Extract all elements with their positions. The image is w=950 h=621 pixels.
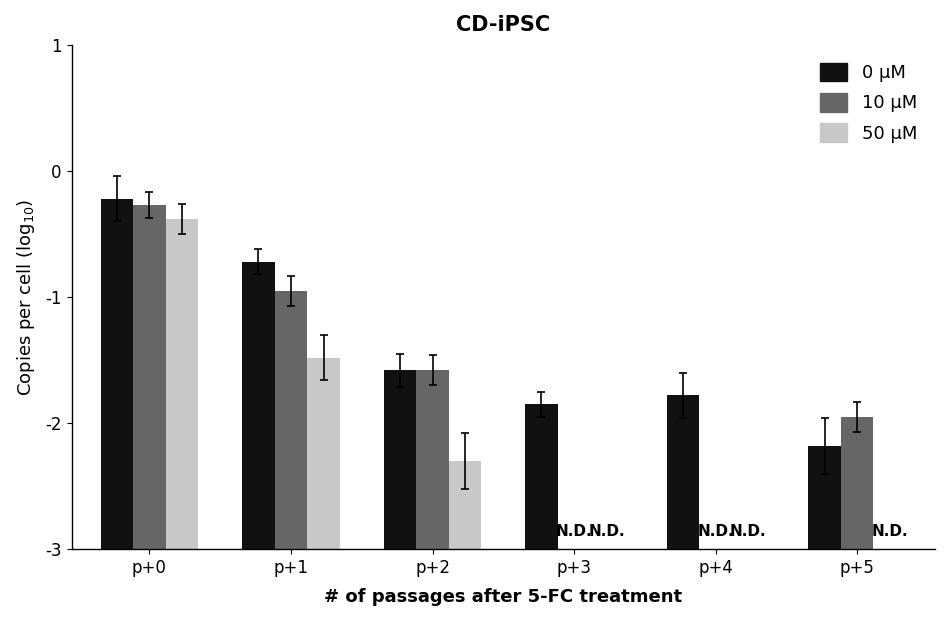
Bar xyxy=(841,417,873,549)
Text: N.D.: N.D. xyxy=(697,524,734,539)
Bar xyxy=(667,396,699,549)
Title: CD-iPSC: CD-iPSC xyxy=(456,15,550,35)
Y-axis label: Copies per cell (log$_{10}$): Copies per cell (log$_{10}$) xyxy=(15,199,37,396)
Bar xyxy=(307,358,340,549)
Text: N.D.: N.D. xyxy=(556,524,593,539)
Bar xyxy=(808,446,841,549)
Bar xyxy=(275,291,307,549)
Text: N.D.: N.D. xyxy=(730,524,767,539)
Legend: 0 μM, 10 μM, 50 μM: 0 μM, 10 μM, 50 μM xyxy=(811,54,926,152)
Text: N.D.: N.D. xyxy=(871,524,908,539)
Bar xyxy=(165,219,199,549)
X-axis label: # of passages after 5-FC treatment: # of passages after 5-FC treatment xyxy=(324,588,682,606)
Bar xyxy=(416,370,448,549)
Bar xyxy=(525,404,558,549)
Bar xyxy=(242,261,275,549)
Bar xyxy=(133,205,165,549)
Bar xyxy=(101,199,133,549)
Bar xyxy=(448,461,482,549)
Text: N.D.: N.D. xyxy=(588,524,625,539)
Bar xyxy=(384,370,416,549)
